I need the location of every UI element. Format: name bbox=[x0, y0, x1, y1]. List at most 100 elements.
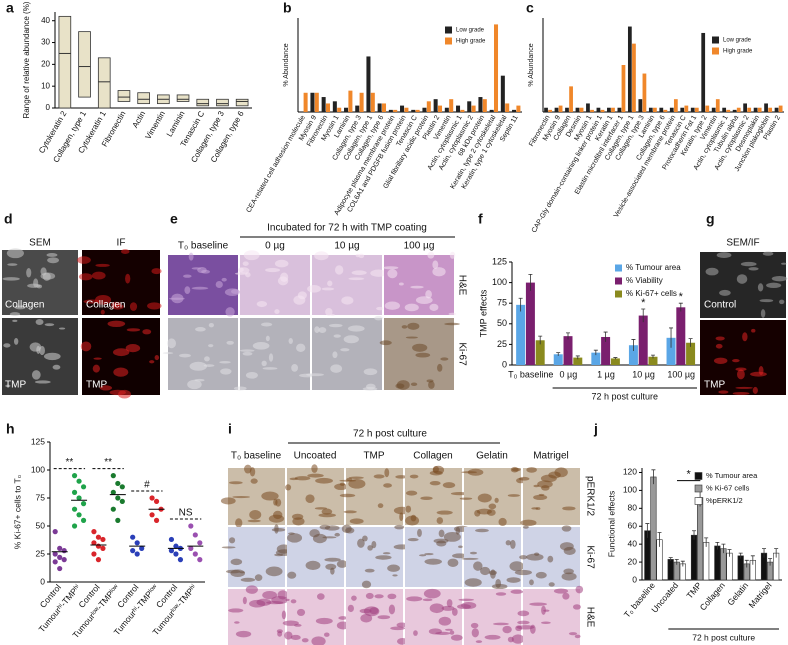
data-point bbox=[110, 506, 116, 512]
bar bbox=[676, 307, 686, 365]
x-tick-label: 100 µg bbox=[667, 369, 695, 379]
image-texture bbox=[359, 608, 372, 614]
image-texture bbox=[396, 380, 410, 390]
data-point bbox=[80, 501, 87, 507]
image-texture bbox=[43, 352, 61, 361]
bar bbox=[377, 103, 382, 112]
error-bar bbox=[762, 548, 767, 558]
legend-label: Low grade bbox=[723, 38, 752, 44]
y-tick-label: 50 bbox=[497, 318, 507, 328]
image-texture bbox=[420, 496, 433, 500]
image-texture bbox=[343, 510, 357, 514]
range-box bbox=[117, 90, 131, 102]
bar bbox=[554, 107, 559, 112]
image-texture bbox=[429, 481, 441, 486]
image-texture bbox=[427, 251, 435, 259]
image-texture bbox=[2, 277, 20, 281]
error-bar bbox=[668, 557, 673, 562]
bar bbox=[548, 109, 552, 112]
panel-letter: d bbox=[4, 211, 13, 227]
panel-letter: i bbox=[228, 421, 232, 437]
image-texture bbox=[433, 538, 449, 544]
range-box bbox=[137, 92, 150, 105]
bar bbox=[644, 530, 651, 581]
image-texture bbox=[334, 483, 348, 491]
column-header: Matrigel bbox=[533, 451, 569, 462]
data-point bbox=[71, 473, 78, 479]
data-point bbox=[188, 545, 194, 552]
image-texture bbox=[179, 353, 191, 358]
image-texture bbox=[3, 343, 11, 348]
data-point bbox=[76, 512, 82, 518]
data-point bbox=[76, 478, 82, 484]
data-point bbox=[52, 551, 58, 557]
annotation: NS bbox=[179, 508, 193, 519]
image-texture bbox=[716, 252, 732, 259]
image-texture bbox=[562, 506, 576, 511]
image-texture bbox=[384, 301, 401, 310]
bar bbox=[569, 86, 573, 112]
image-texture bbox=[379, 340, 392, 346]
image-texture bbox=[547, 555, 554, 563]
legend-swatch bbox=[445, 37, 452, 45]
image-texture bbox=[195, 327, 206, 332]
data-point bbox=[119, 484, 125, 490]
image-texture bbox=[325, 308, 333, 316]
image-texture bbox=[239, 349, 255, 352]
image-texture bbox=[522, 525, 529, 529]
bar bbox=[422, 107, 427, 112]
image-texture bbox=[125, 344, 141, 353]
y-axis-label: Functional effects bbox=[606, 491, 616, 557]
image-texture bbox=[440, 357, 449, 361]
image-texture bbox=[287, 533, 303, 543]
image-texture bbox=[548, 582, 555, 587]
image-texture bbox=[495, 592, 507, 596]
bar bbox=[433, 99, 438, 112]
image-texture bbox=[498, 517, 507, 527]
data-point bbox=[80, 517, 87, 524]
image-texture bbox=[244, 464, 252, 474]
image-texture bbox=[314, 507, 328, 510]
image-texture bbox=[221, 277, 227, 282]
image-texture bbox=[561, 525, 572, 532]
image-texture bbox=[27, 283, 41, 288]
column-header: Gelatin bbox=[476, 451, 508, 462]
bar bbox=[444, 107, 449, 112]
image-texture bbox=[34, 380, 51, 384]
image-texture bbox=[208, 322, 214, 328]
bar bbox=[684, 105, 689, 112]
image-texture bbox=[444, 628, 453, 631]
image-texture bbox=[752, 386, 758, 394]
image-texture bbox=[294, 476, 311, 481]
image-texture bbox=[410, 285, 424, 289]
column-header: IF bbox=[117, 238, 126, 249]
bar bbox=[449, 99, 454, 112]
image-tile bbox=[346, 527, 403, 587]
bar bbox=[747, 107, 752, 112]
image-texture bbox=[334, 532, 340, 537]
data-point bbox=[57, 545, 63, 552]
image-texture bbox=[388, 604, 396, 615]
bar bbox=[669, 107, 674, 112]
image-texture bbox=[559, 542, 574, 551]
error-bar bbox=[715, 541, 720, 550]
x-tick-label: TMP bbox=[684, 580, 703, 600]
y-tick-label: 50 bbox=[36, 520, 46, 530]
image-texture bbox=[187, 379, 202, 390]
image-tile bbox=[312, 255, 382, 315]
image-texture bbox=[575, 585, 584, 594]
data-point bbox=[197, 540, 203, 546]
image-texture bbox=[442, 482, 456, 489]
data-point bbox=[168, 548, 175, 554]
image-texture bbox=[759, 299, 774, 303]
image-texture bbox=[307, 473, 324, 478]
image-texture bbox=[345, 527, 355, 534]
image-label: Control bbox=[704, 300, 736, 311]
bar bbox=[714, 545, 721, 581]
x-tick-label: Collagen bbox=[698, 580, 727, 612]
image-texture bbox=[245, 272, 251, 278]
image-texture bbox=[494, 497, 499, 503]
data-point bbox=[139, 545, 145, 552]
bar bbox=[757, 107, 762, 112]
data-point bbox=[110, 473, 116, 479]
